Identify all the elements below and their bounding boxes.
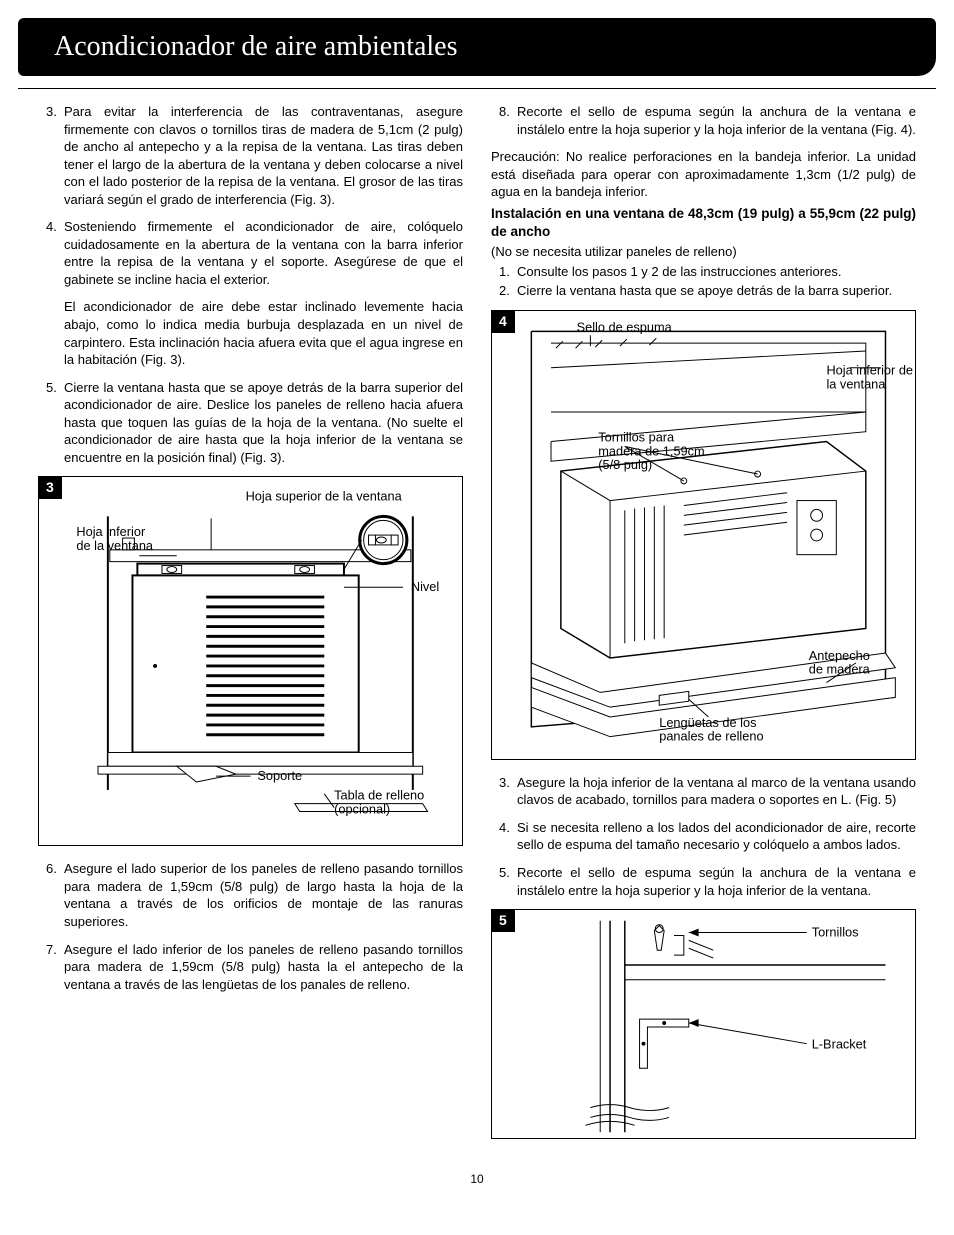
subnote: (No se necesita utilizar paneles de rell… (491, 243, 916, 261)
label-lower-sash: Hoja inferiorde la ventana (76, 524, 154, 553)
right-list-2: 3.Asegure la hoja inferior de la ventana… (491, 774, 916, 899)
svg-text:Hoja inferior dela ventana: Hoja inferior dela ventana (826, 362, 913, 391)
left-list-b: 6.Asegure el lado superior de los panele… (38, 860, 463, 993)
figure-4-svg: Sello de espuma Hoja inferior dela venta… (492, 311, 915, 759)
list-item: 4.Si se necesita relleno a los lados del… (503, 819, 916, 854)
left-column: 3.Para evitar la interferencia de las co… (38, 103, 463, 1153)
list-item: 1.Consulte los pasos 1 y 2 de las instru… (503, 263, 916, 281)
list-item: 4.Sosteniendo firmemente el acondicionad… (50, 218, 463, 368)
left-list-a: 3.Para evitar la interferencia de las co… (38, 103, 463, 466)
svg-text:Sello de espuma: Sello de espuma (577, 319, 673, 334)
subheading: Instalación en una ventana de 48,3cm (19… (491, 205, 916, 241)
list-item: 8.Recorte el sello de espuma según la an… (503, 103, 916, 138)
page-number: 10 (0, 1171, 954, 1187)
svg-text:Antepechode madera: Antepechode madera (809, 648, 871, 677)
figure-number: 3 (38, 476, 62, 499)
list-item: 5.Recorte el sello de espuma según la an… (503, 864, 916, 899)
svg-text:Tornillos: Tornillos (812, 925, 859, 940)
figure-3-svg: Hoja superior de la ventana Hoja inferio… (39, 477, 462, 845)
figure-3: 3 (38, 476, 463, 846)
label-support: Soporte (257, 768, 302, 783)
svg-text:L-Bracket: L-Bracket (812, 1037, 867, 1052)
list-item: 2.Cierre la ventana hasta que se apoye d… (503, 282, 916, 300)
page-title: Acondicionador de aire ambientales (54, 28, 458, 66)
caution-text: Precaución: No realice perforaciones en … (491, 148, 916, 201)
two-column-layout: 3.Para evitar la interferencia de las co… (0, 89, 954, 1153)
list-item: 3.Asegure la hoja inferior de la ventana… (503, 774, 916, 809)
list-item: 6.Asegure el lado superior de los panele… (50, 860, 463, 930)
label-upper-sash: Hoja superior de la ventana (246, 489, 403, 504)
list-item: 3.Para evitar la interferencia de las co… (50, 103, 463, 208)
header-bar: Acondicionador de aire ambientales (18, 18, 936, 76)
right-list-top: 8.Recorte el sello de espuma según la an… (491, 103, 916, 138)
right-column: 8.Recorte el sello de espuma según la an… (491, 103, 916, 1153)
figure-number: 5 (491, 909, 515, 932)
right-list-1: 1.Consulte los pasos 1 y 2 de las instru… (491, 263, 916, 300)
figure-5-svg: Tornillos L-Bracket (492, 910, 915, 1138)
figure-number: 4 (491, 310, 515, 333)
figure-5: 5 (491, 909, 916, 1139)
svg-text:Tabla de relleno(opcional): Tabla de relleno(opcional) (334, 788, 424, 817)
list-item: 7.Asegure el lado inferior de los panele… (50, 941, 463, 994)
svg-text:Lengüetas de lospanales de rel: Lengüetas de lospanales de relleno (659, 715, 763, 744)
figure-4: 4 (491, 310, 916, 760)
list-item: 5.Cierre la ventana hasta que se apoye d… (50, 379, 463, 467)
label-level: Nivel (411, 580, 439, 595)
